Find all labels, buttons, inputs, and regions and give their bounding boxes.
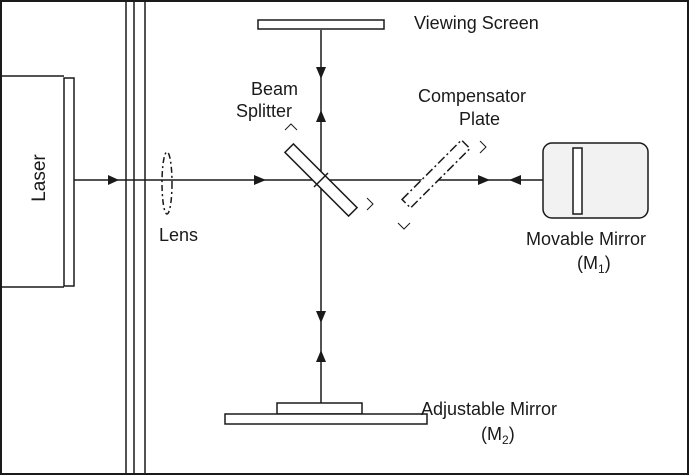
m2-subscript: 2: [502, 433, 509, 447]
table-divider: [125, 2, 146, 474]
viewing-screen: [257, 19, 385, 30]
arrow-screen-down: [316, 67, 326, 79]
arrow-from-m1: [509, 175, 521, 185]
m1-close: ): [604, 253, 611, 273]
movable-mirror-housing: [542, 142, 649, 219]
lens: [161, 151, 173, 215]
beam-splitter-label-line2: Splitter: [236, 101, 293, 121]
splitter-angle-mark-top: [284, 123, 298, 131]
laser-label: Laser: [29, 154, 50, 202]
arrow-m2-down: [316, 311, 326, 323]
arrow-splitter-up: [316, 110, 326, 122]
arrow-laser-out: [108, 175, 119, 185]
movable-mirror-label: Movable Mirror: [526, 229, 647, 249]
splitter-angle-mark-right: [366, 197, 374, 211]
movable-mirror: [572, 147, 583, 215]
m2-open: (M: [481, 424, 502, 444]
adjustable-mirror-mount: [276, 402, 363, 415]
adjustable-mirror-label: Adjustable Mirror: [421, 399, 558, 419]
m1-subscript: 1: [598, 262, 605, 276]
lens-label: Lens: [159, 225, 199, 245]
beam-arrows: [108, 67, 521, 362]
laser-housing: [2, 75, 75, 288]
compensator-angle-mark-right: [479, 140, 487, 154]
adjustable-mirror-base: [224, 413, 428, 425]
arrow-lens-out: [254, 175, 266, 185]
compensator-label-line2: Plate: [459, 109, 501, 129]
compensator-label-line1: Compensator: [418, 86, 527, 106]
arrow-to-m1: [478, 175, 490, 185]
arrow-m2-up: [316, 350, 326, 362]
compensator-plate: [400, 138, 472, 210]
splitter-coating: [313, 172, 329, 188]
m2-label: (M2): [481, 424, 515, 447]
viewing-screen-label: Viewing Screen: [414, 13, 539, 33]
m2-close: ): [508, 424, 515, 444]
beam-splitter-label-line1: Beam: [251, 79, 299, 99]
m1-open: (M: [577, 253, 598, 273]
compensator-angle-mark-bottom: [397, 222, 411, 230]
m1-label: (M1): [577, 253, 611, 276]
